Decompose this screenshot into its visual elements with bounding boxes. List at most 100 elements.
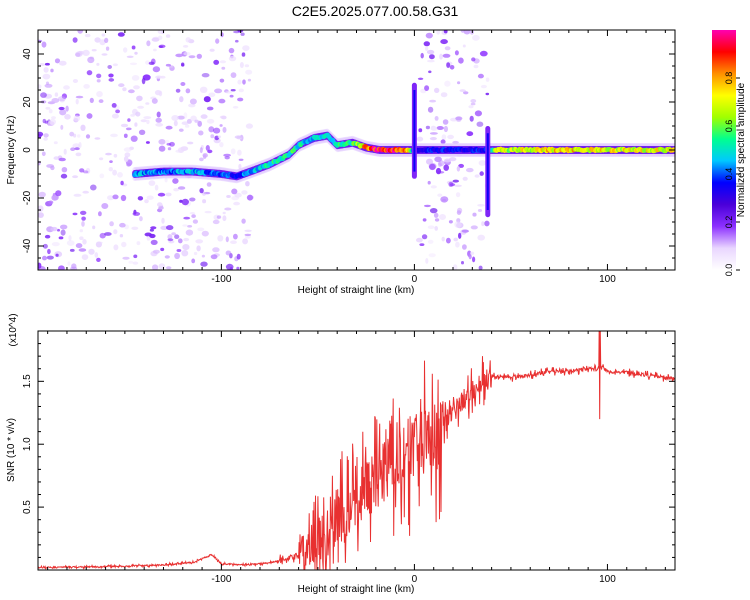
noise-blob (105, 46, 110, 51)
noise-blob (133, 85, 140, 90)
noise-blob (196, 245, 201, 252)
noise-blob (60, 224, 68, 230)
noise-blob (146, 119, 150, 125)
noise-blob (154, 184, 159, 191)
noise-blob (150, 239, 158, 245)
spectrogram-noise-blobs (38, 30, 490, 270)
noise-blob (111, 113, 119, 119)
noise-blob (213, 214, 220, 221)
noise-blob (242, 79, 246, 85)
noise-blob (192, 219, 198, 224)
noise-blob (94, 37, 101, 43)
noise-blob (442, 119, 449, 125)
noise-blob (425, 32, 433, 39)
noise-blob (434, 156, 442, 163)
noise-blob (434, 87, 440, 93)
noise-blob (69, 131, 75, 137)
noise-blob (123, 133, 128, 138)
noise-blob (39, 63, 46, 66)
noise-blob (449, 183, 456, 187)
noise-blob (96, 73, 102, 79)
noise-blob (202, 199, 207, 204)
noise-blob (479, 171, 484, 176)
noise-blob (225, 91, 232, 94)
noise-blob (185, 37, 191, 43)
noise-blob (169, 141, 175, 147)
noise-blob (151, 37, 160, 42)
noise-blob (51, 116, 56, 120)
noise-blob (446, 62, 451, 68)
noise-blob (443, 164, 450, 171)
noise-blob (424, 204, 431, 208)
noise-blob (60, 229, 66, 236)
noise-blob (172, 178, 179, 184)
noise-blob (478, 265, 483, 270)
noise-blob (107, 65, 112, 69)
noise-blob (219, 60, 227, 64)
noise-blob (72, 143, 81, 149)
noise-blob (131, 226, 139, 230)
noise-blob (155, 122, 164, 127)
noise-blob (48, 200, 54, 205)
noise-blob (63, 148, 67, 155)
noise-blob (485, 92, 490, 96)
noise-blob (188, 103, 196, 108)
noise-blob (80, 124, 86, 131)
noise-blob (239, 62, 244, 68)
noise-blob (241, 190, 248, 195)
noise-blob (181, 62, 185, 67)
noise-blob (146, 236, 151, 241)
noise-blob (452, 140, 459, 144)
noise-blob (484, 220, 490, 227)
spectrogram-y-ticks: -40 -20 0 20 40 (22, 29, 675, 271)
noise-blob (101, 53, 108, 56)
noise-blob (68, 235, 72, 241)
noise-blob (98, 211, 102, 217)
noise-blob (429, 163, 436, 171)
noise-blob (468, 254, 472, 260)
noise-blob (230, 89, 236, 92)
noise-blob (430, 185, 437, 189)
snr-x-ticks: -100 0 100 (47, 331, 666, 585)
noise-blob (472, 256, 476, 263)
noise-blob (43, 137, 48, 141)
noise-blob (38, 212, 44, 218)
noise-blob (137, 105, 145, 109)
noise-blob (208, 92, 216, 98)
noise-blob (224, 207, 232, 211)
noise-blob (144, 199, 149, 204)
noise-blob (119, 234, 124, 238)
noise-blob (455, 241, 460, 248)
noise-blob (189, 212, 196, 215)
noise-blob (185, 124, 190, 128)
noise-blob (423, 41, 430, 47)
noise-blob (485, 77, 490, 82)
noise-blob (425, 125, 430, 130)
x-tick-label: -100 (211, 574, 231, 585)
noise-blob (121, 241, 127, 248)
colorbar-tick-label: 0.8 (724, 72, 734, 85)
noise-blob (96, 79, 101, 83)
noise-blob (201, 73, 210, 78)
noise-blob (87, 56, 95, 64)
noise-blob (42, 73, 51, 80)
noise-blob (230, 72, 237, 78)
noise-blob (471, 57, 476, 62)
noise-blob (43, 133, 49, 138)
noise-blob (223, 153, 231, 157)
noise-blob (470, 251, 475, 255)
noise-blob (126, 163, 132, 167)
noise-blob (149, 228, 154, 232)
noise-blob (459, 89, 466, 92)
noise-blob (173, 120, 178, 127)
noise-blob (38, 131, 44, 137)
noise-blob (458, 232, 462, 239)
noise-blob (50, 165, 55, 171)
noise-blob (441, 236, 445, 242)
noise-blob (463, 91, 469, 95)
noise-blob (109, 160, 113, 164)
noise-blob (51, 242, 60, 247)
noise-blob (61, 93, 67, 99)
noise-blob (99, 39, 106, 46)
noise-blob (217, 135, 222, 139)
